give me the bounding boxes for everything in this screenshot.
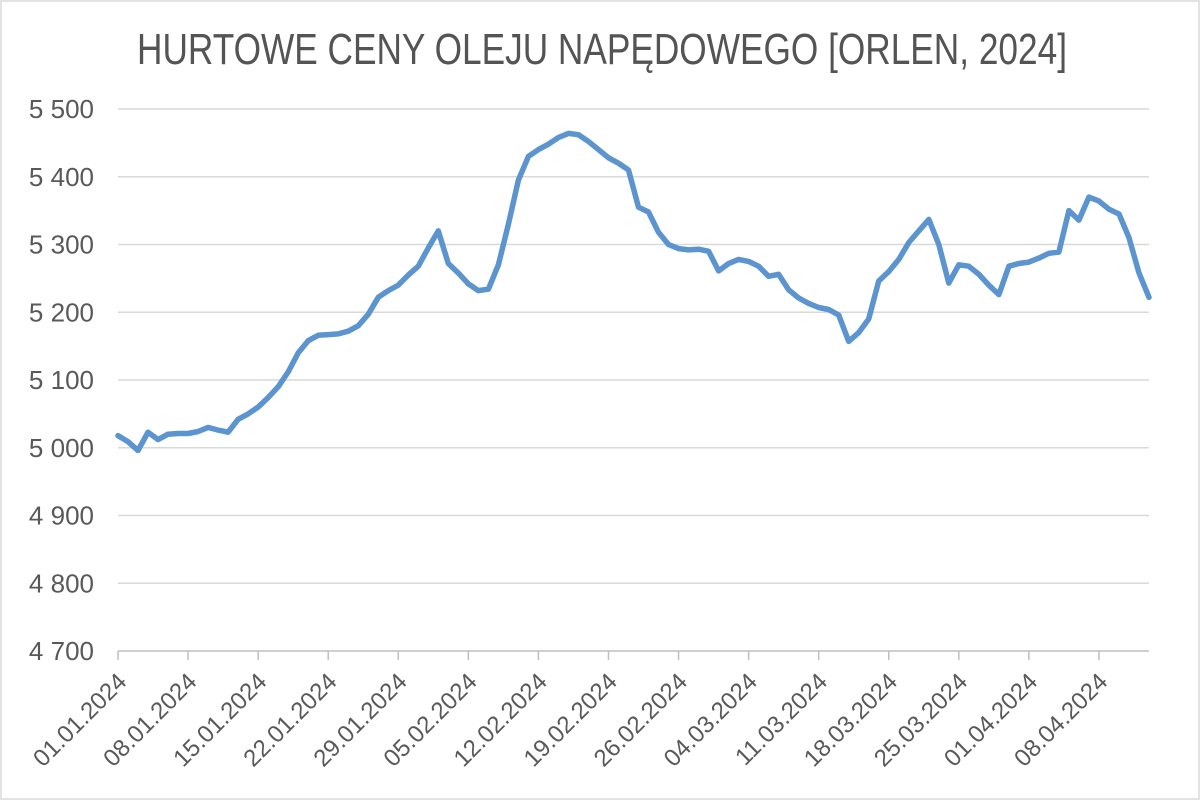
price-line (115, 130, 1152, 454)
x-axis-labels: 01.01.202408.01.202415.01.202422.01.2024… (28, 668, 1113, 772)
y-tick-label: 5 000 (29, 433, 94, 463)
y-tick-label: 4 800 (29, 568, 94, 598)
x-axis (117, 651, 1100, 660)
y-tick-label: 5 200 (29, 297, 94, 327)
y-tick-label: 5 500 (29, 94, 94, 124)
y-tick-label: 4 700 (29, 636, 94, 666)
y-axis-labels: 5 500 5 400 5 300 5 200 5 100 5 000 4 900 4 800… (29, 94, 94, 666)
y-tick-label: 5 100 (29, 365, 94, 395)
y-tick-label: 5 300 (29, 230, 94, 260)
y-tick-label: 4 900 (29, 501, 94, 531)
y-tick-label: 5 400 (29, 162, 94, 192)
chart-title: HURTOWE CENY OLEJU NAPĘDOWEGO [ORLEN, 20… (137, 25, 1067, 74)
gridlines (118, 108, 1149, 652)
